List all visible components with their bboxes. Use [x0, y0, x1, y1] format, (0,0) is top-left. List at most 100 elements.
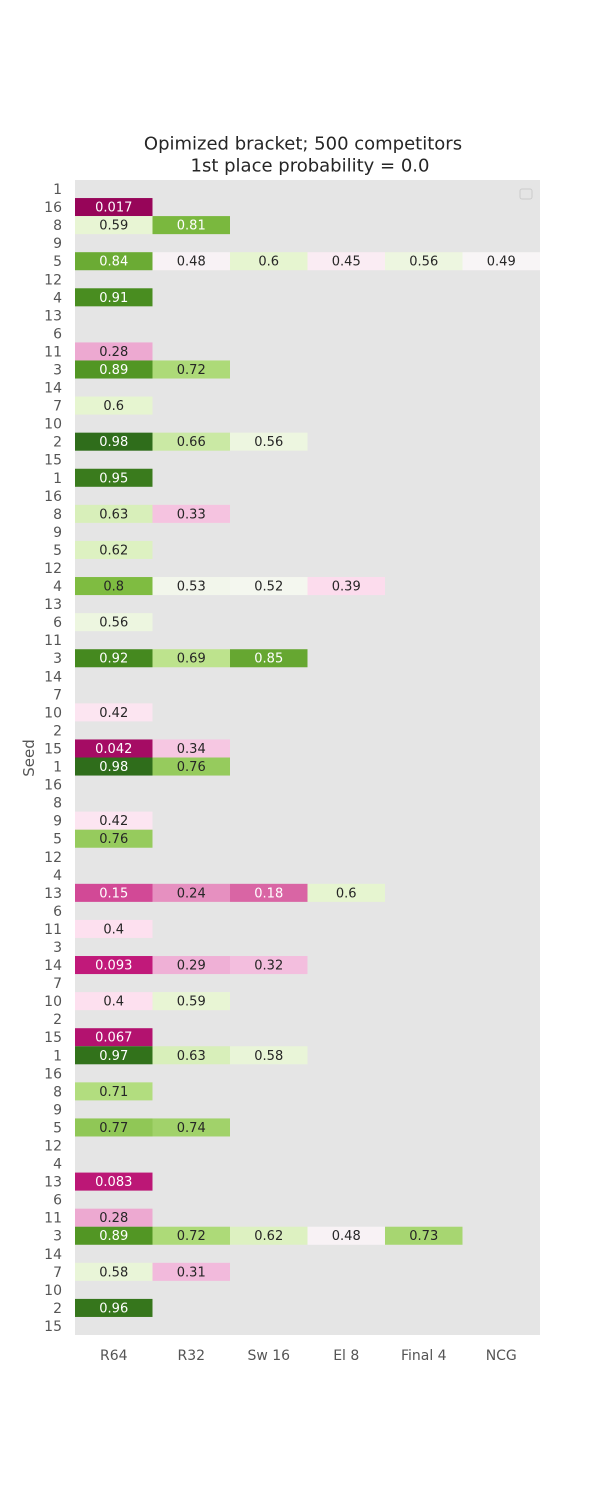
- heatmap-cell: [230, 1046, 308, 1065]
- heatmap-cell-label: 0.81: [177, 219, 206, 234]
- y-tick-label: 8: [53, 1084, 62, 1100]
- heatmap-cell-label: 0.56: [99, 616, 128, 631]
- heatmap-cell-label: 0.49: [487, 255, 516, 270]
- heatmap-cell-label: 0.042: [95, 742, 132, 757]
- heatmap-cell: [75, 992, 153, 1011]
- heatmap-cell: [230, 577, 308, 596]
- y-tick-label: 13: [44, 597, 62, 613]
- heatmap-cell-label: 0.28: [99, 345, 128, 360]
- y-tick-label: 14: [44, 381, 62, 397]
- y-tick-label: 7: [53, 687, 62, 703]
- heatmap-cell-label: 0.62: [254, 1229, 283, 1244]
- heatmap-cell-label: 0.56: [409, 255, 438, 270]
- chart-subtitle: 1st place probability = 0.0: [191, 156, 430, 177]
- y-tick-label: 12: [44, 1139, 62, 1155]
- heatmap-cell-label: 0.92: [99, 652, 128, 667]
- heatmap-cell-label: 0.84: [99, 255, 128, 270]
- y-tick-label: 15: [44, 1319, 62, 1335]
- heatmap-cell: [75, 649, 153, 668]
- heatmap-cell-label: 0.4: [103, 922, 124, 937]
- y-tick-label: 6: [53, 326, 62, 342]
- heatmap-cell: [75, 1226, 153, 1245]
- y-tick-label: 12: [44, 561, 62, 577]
- heatmap-cell: [152, 216, 230, 235]
- y-tick-label: 1: [53, 760, 62, 776]
- heatmap-cell: [75, 198, 153, 217]
- y-tick-label: 13: [44, 308, 62, 324]
- heatmap-cell-label: 0.56: [254, 435, 283, 450]
- heatmap-cell-label: 0.15: [99, 886, 128, 901]
- y-tick-label: 1: [53, 182, 62, 198]
- heatmap-cell-label: 0.093: [95, 959, 132, 974]
- y-tick-label: 15: [44, 741, 62, 757]
- heatmap-cell-label: 0.53: [177, 580, 206, 595]
- y-tick-label: 3: [53, 1229, 62, 1245]
- y-tick-label: 11: [44, 922, 62, 938]
- heatmap-cell: [462, 252, 540, 271]
- heatmap-cell: [75, 703, 153, 722]
- y-tick-label: 3: [53, 940, 62, 956]
- x-tick-label: Final 4: [401, 1348, 447, 1364]
- y-tick-label: 6: [53, 904, 62, 920]
- heatmap-cell: [75, 1082, 153, 1101]
- heatmap-cell-label: 0.71: [99, 1085, 128, 1100]
- y-tick-label: 4: [53, 579, 62, 595]
- heatmap-cell-label: 0.48: [332, 1229, 361, 1244]
- x-tick-label: R32: [177, 1348, 205, 1364]
- heatmap-cell: [75, 919, 153, 938]
- heatmap-cell: [307, 883, 385, 902]
- heatmap-cells: 0.017 0.59 0.81 0.84 0.48 0.6 0.45 0.56 0.49 0.91…: [75, 198, 540, 1317]
- y-tick-label: 12: [44, 272, 62, 288]
- y-tick-label: 8: [53, 796, 62, 812]
- y-tick-label: 3: [53, 362, 62, 378]
- heatmap-cell: [152, 360, 230, 379]
- heatmap-cell-label: 0.73: [409, 1229, 438, 1244]
- heatmap-cell-label: 0.58: [99, 1265, 128, 1280]
- heatmap-cell: [307, 577, 385, 596]
- heatmap-cell-label: 0.31: [177, 1265, 206, 1280]
- heatmap-cell: [152, 757, 230, 776]
- heatmap-cell: [75, 432, 153, 451]
- y-tick-label: 16: [44, 200, 62, 216]
- heatmap-cell: [230, 1226, 308, 1245]
- y-tick-label: 10: [44, 417, 62, 433]
- heatmap-cell: [152, 1118, 230, 1137]
- y-tick-label: 2: [53, 723, 62, 739]
- y-tick-labels: 1168951241361131471021511689512413611314…: [44, 182, 62, 1335]
- heatmap-cell-label: 0.6: [103, 399, 124, 414]
- y-tick-label: 14: [44, 669, 62, 685]
- heatmap-cell: [75, 540, 153, 559]
- y-tick-label: 13: [44, 886, 62, 902]
- heatmap-cell-label: 0.85: [254, 652, 283, 667]
- heatmap-cell-label: 0.28: [99, 1211, 128, 1226]
- heatmap-cell: [75, 1028, 153, 1047]
- heatmap-cell: [152, 504, 230, 523]
- heatmap-cell: [230, 649, 308, 668]
- heatmap-cell: [230, 883, 308, 902]
- heatmap-cell: [152, 992, 230, 1011]
- heatmap-cell: [75, 288, 153, 307]
- heatmap-cell: [75, 577, 153, 596]
- heatmap-cell: [75, 216, 153, 235]
- y-tick-label: 9: [53, 1102, 62, 1118]
- y-tick-label: 6: [53, 1193, 62, 1209]
- heatmap-cell: [75, 360, 153, 379]
- y-tick-label: 14: [44, 1247, 62, 1263]
- heatmap-cell-label: 0.95: [99, 471, 128, 486]
- heatmap-cell: [75, 1172, 153, 1191]
- y-tick-label: 10: [44, 705, 62, 721]
- heatmap-cell: [152, 1046, 230, 1065]
- heatmap-cell-label: 0.77: [99, 1121, 128, 1136]
- y-tick-label: 3: [53, 651, 62, 667]
- heatmap-cell: [75, 396, 153, 415]
- y-tick-label: 8: [53, 507, 62, 523]
- heatmap-cell: [152, 577, 230, 596]
- heatmap-cell-label: 0.63: [99, 507, 128, 522]
- heatmap-cell-label: 0.083: [95, 1175, 132, 1190]
- heatmap-cell-label: 0.18: [254, 886, 283, 901]
- x-tick-label: El 8: [333, 1348, 359, 1364]
- heatmap-cell-label: 0.98: [99, 760, 128, 775]
- heatmap-cell: [75, 757, 153, 776]
- heatmap-cell: [152, 252, 230, 271]
